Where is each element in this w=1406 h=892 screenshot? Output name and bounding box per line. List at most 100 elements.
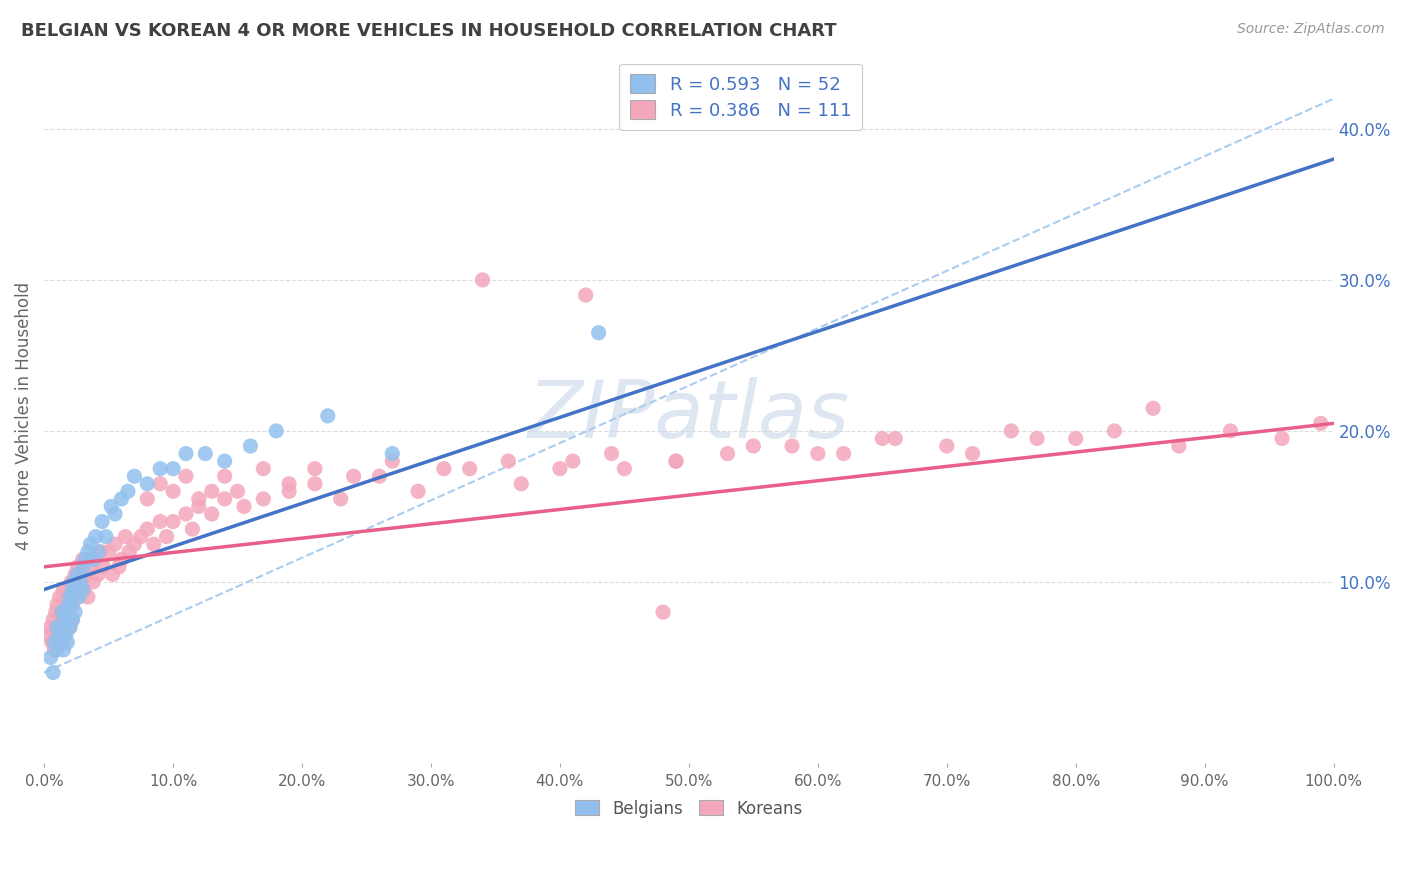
Point	[149, 515, 172, 529]
Point	[84, 530, 107, 544]
Point	[56, 605, 79, 619]
Point	[91, 515, 114, 529]
Point	[433, 461, 456, 475]
Point	[48, 628, 70, 642]
Point	[66, 559, 89, 574]
Point	[124, 469, 146, 483]
Point	[53, 620, 76, 634]
Point	[136, 522, 159, 536]
Point	[62, 582, 84, 597]
Point	[214, 469, 236, 483]
Point	[935, 439, 957, 453]
Point	[59, 620, 82, 634]
Point	[52, 620, 75, 634]
Point	[162, 484, 184, 499]
Point	[37, 628, 59, 642]
Point	[69, 574, 91, 589]
Point	[42, 613, 65, 627]
Point	[316, 409, 339, 423]
Point	[39, 620, 62, 634]
Point	[252, 461, 274, 475]
Point	[46, 620, 69, 634]
Point	[716, 446, 738, 460]
Point	[49, 613, 72, 627]
Point	[156, 530, 179, 544]
Point	[110, 491, 132, 506]
Point	[510, 476, 533, 491]
Point	[51, 605, 73, 619]
Point	[304, 476, 326, 491]
Point	[45, 605, 67, 619]
Point	[962, 446, 984, 460]
Point	[53, 628, 76, 642]
Point	[69, 574, 91, 589]
Point	[652, 605, 675, 619]
Point	[55, 598, 77, 612]
Point	[665, 454, 688, 468]
Point	[90, 545, 112, 559]
Point	[104, 537, 127, 551]
Point	[87, 545, 110, 559]
Point	[62, 613, 84, 627]
Point	[1000, 424, 1022, 438]
Point	[77, 590, 100, 604]
Point	[129, 530, 152, 544]
Y-axis label: 4 or more Vehicles in Household: 4 or more Vehicles in Household	[15, 282, 32, 549]
Point	[72, 559, 94, 574]
Point	[124, 537, 146, 551]
Point	[162, 461, 184, 475]
Point	[588, 326, 610, 340]
Point	[94, 530, 117, 544]
Point	[108, 559, 131, 574]
Point	[1219, 424, 1241, 438]
Point	[46, 598, 69, 612]
Point	[1167, 439, 1189, 453]
Point	[62, 613, 84, 627]
Point	[44, 643, 66, 657]
Point	[832, 446, 855, 460]
Point	[82, 552, 104, 566]
Point	[458, 461, 481, 475]
Point	[1309, 417, 1331, 431]
Point	[67, 590, 90, 604]
Point	[600, 446, 623, 460]
Point	[51, 635, 73, 649]
Point	[46, 628, 69, 642]
Point	[329, 491, 352, 506]
Point	[62, 582, 84, 597]
Point	[174, 507, 197, 521]
Point	[561, 454, 583, 468]
Point	[1142, 401, 1164, 416]
Point	[136, 491, 159, 506]
Point	[42, 665, 65, 680]
Point	[174, 446, 197, 460]
Point	[59, 620, 82, 634]
Point	[72, 582, 94, 597]
Point	[613, 461, 636, 475]
Point	[39, 650, 62, 665]
Point	[114, 530, 136, 544]
Point	[201, 507, 224, 521]
Point	[226, 484, 249, 499]
Point	[97, 545, 120, 559]
Text: BELGIAN VS KOREAN 4 OR MORE VEHICLES IN HOUSEHOLD CORRELATION CHART: BELGIAN VS KOREAN 4 OR MORE VEHICLES IN …	[21, 22, 837, 40]
Point	[278, 484, 301, 499]
Point	[187, 500, 209, 514]
Point	[117, 484, 139, 499]
Point	[406, 484, 429, 499]
Point	[100, 500, 122, 514]
Point	[1271, 432, 1294, 446]
Point	[368, 469, 391, 483]
Point	[46, 620, 69, 634]
Point	[149, 461, 172, 475]
Point	[58, 598, 80, 612]
Point	[72, 552, 94, 566]
Point	[84, 552, 107, 566]
Point	[214, 491, 236, 506]
Point	[214, 454, 236, 468]
Point	[66, 567, 89, 582]
Point	[77, 545, 100, 559]
Point	[1104, 424, 1126, 438]
Point	[278, 476, 301, 491]
Point	[79, 559, 101, 574]
